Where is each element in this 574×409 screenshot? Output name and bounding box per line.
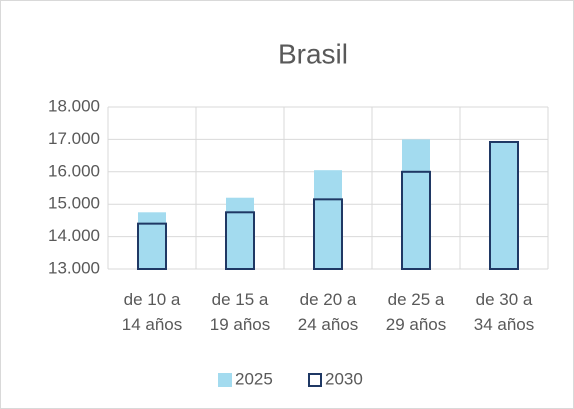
x-tick-label: de 10 a 14 años bbox=[121, 290, 183, 334]
bar bbox=[137, 222, 167, 270]
chart-title: Brasil bbox=[278, 38, 348, 69]
bar bbox=[138, 212, 166, 269]
bar bbox=[401, 170, 431, 270]
bar bbox=[313, 198, 343, 270]
y-tick-label: 18.000 bbox=[48, 96, 100, 115]
bar bbox=[226, 197, 254, 269]
bar bbox=[490, 142, 518, 269]
y-tick-label: 15.000 bbox=[48, 194, 100, 213]
bar bbox=[402, 139, 430, 269]
y-tick-label: 13.000 bbox=[48, 258, 100, 277]
legend-label: 2030 bbox=[325, 369, 363, 388]
y-tick-label: 16.000 bbox=[48, 161, 100, 180]
legend-swatch bbox=[308, 373, 322, 387]
x-tick-label: de 30 a 34 años bbox=[473, 290, 535, 334]
x-tick-label: de 15 a 19 años bbox=[209, 290, 271, 334]
x-tick-label: de 20 a 24 años bbox=[297, 290, 359, 334]
y-tick-label: 17.000 bbox=[48, 129, 100, 148]
y-tick-label: 14.000 bbox=[48, 226, 100, 245]
legend-label: 2025 bbox=[235, 369, 273, 388]
bar bbox=[314, 170, 342, 269]
bar bbox=[225, 211, 255, 271]
legend-swatch bbox=[218, 373, 232, 387]
bar bbox=[489, 140, 519, 271]
x-tick-label: de 25 a 29 años bbox=[385, 290, 447, 334]
